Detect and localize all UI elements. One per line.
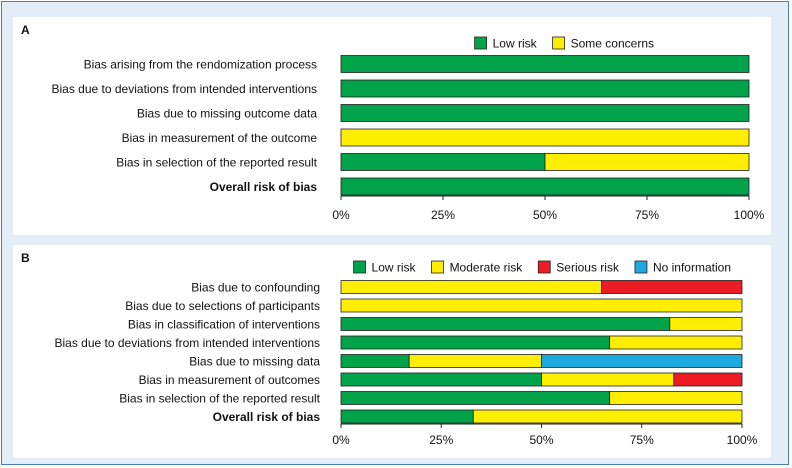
- bar-segment: [669, 317, 743, 331]
- legend: Low risk Moderate risk Serious risk No info…: [353, 260, 731, 275]
- bar-segment: [544, 153, 750, 171]
- category-label: Bias in classification of interventions: [128, 318, 320, 332]
- legend-label: Low risk: [372, 261, 417, 275]
- legend-item: No information: [634, 260, 731, 275]
- panel-b-label: B: [21, 251, 30, 265]
- legend-label: No information: [653, 261, 731, 275]
- legend-swatch: [537, 260, 551, 274]
- bar-segment: [601, 280, 743, 294]
- bar-segment: [340, 280, 603, 294]
- bar-segment: [340, 409, 474, 424]
- legend: Low risk Some concerns: [474, 36, 654, 51]
- category-label: Overall risk of bias: [210, 180, 318, 194]
- category-label: Bias in measurement of the outcome: [122, 131, 318, 145]
- category-label: Bias due to deviations from intended int…: [55, 336, 321, 350]
- legend-label: Moderate risk: [450, 261, 524, 275]
- category-label: Bias due to missing data: [189, 355, 320, 369]
- x-tick-label: 75%: [635, 208, 659, 222]
- category-label: Bias due to missing outcome data: [137, 107, 317, 121]
- bar-segment: [609, 391, 743, 405]
- chart-b: Low risk Moderate risk Serious risk No info…: [55, 260, 758, 448]
- bar-segment: [340, 79, 750, 98]
- bar-segment: [340, 153, 546, 171]
- category-label: Bias due to deviations from intended int…: [52, 82, 318, 96]
- x-tick-label: 25%: [429, 433, 453, 447]
- legend-swatch: [431, 260, 444, 274]
- bar-segment: [340, 317, 671, 331]
- legend-swatch: [552, 36, 566, 50]
- bar-segment: [472, 409, 743, 424]
- bar-segment: [408, 354, 542, 368]
- x-tick-label: 75%: [630, 433, 654, 447]
- legend-item: Some concerns: [552, 36, 654, 51]
- chart-a: Low risk Some concerns Bias arising from t…: [52, 36, 765, 223]
- legend-item: Low risk: [353, 260, 417, 275]
- x-tick-label: 0%: [332, 208, 350, 222]
- bar-segment: [340, 335, 611, 350]
- panel-b: B Low risk Moderate risk Serious risk No in…: [13, 245, 771, 458]
- category-label: Bias due to confounding: [191, 281, 320, 295]
- panel-a: A Low risk Some concerns Bias arising from…: [13, 17, 771, 235]
- category-label: Overall risk of bias: [213, 410, 321, 424]
- bar-segment: [340, 298, 743, 313]
- legend-swatch: [353, 260, 366, 274]
- category-label: Bias in selection of the reported result: [116, 156, 317, 170]
- bar-segment: [673, 372, 743, 387]
- x-tick-label: 100%: [727, 433, 758, 447]
- bar-segment: [609, 335, 743, 350]
- bar-segment: [541, 372, 675, 387]
- category-label: Bias due to selections of participants: [125, 299, 320, 313]
- category-label: Bias in selection of the reported result: [119, 392, 320, 406]
- bar-segment: [340, 128, 750, 147]
- bar-segment: [340, 391, 611, 405]
- bar-segment: [541, 354, 743, 368]
- category-label: Bias arising from the rendomization proc…: [84, 58, 317, 72]
- category-label: Bias in measurement of outcomes: [139, 373, 320, 387]
- bar-segment: [340, 372, 542, 387]
- legend-label: Low risk: [493, 37, 538, 51]
- legend-swatch: [634, 260, 648, 274]
- legend-swatch: [474, 36, 488, 50]
- legend-item: Serious risk: [537, 260, 620, 275]
- bar-segment: [340, 55, 750, 73]
- legend-item: Moderate risk: [431, 260, 524, 275]
- x-tick-label: 50%: [533, 208, 557, 222]
- legend-label: Some concerns: [571, 37, 654, 51]
- legend-item: Low risk: [474, 36, 538, 51]
- panel-a-label: A: [21, 23, 30, 37]
- legend-label: Serious risk: [556, 261, 620, 275]
- x-tick-label: 0%: [332, 433, 350, 447]
- bar-segment: [340, 177, 750, 196]
- x-tick-label: 25%: [431, 208, 455, 222]
- bar-segment: [340, 354, 410, 368]
- x-tick-label: 100%: [734, 208, 765, 222]
- bar-segment: [340, 104, 750, 122]
- x-tick-label: 50%: [529, 433, 553, 447]
